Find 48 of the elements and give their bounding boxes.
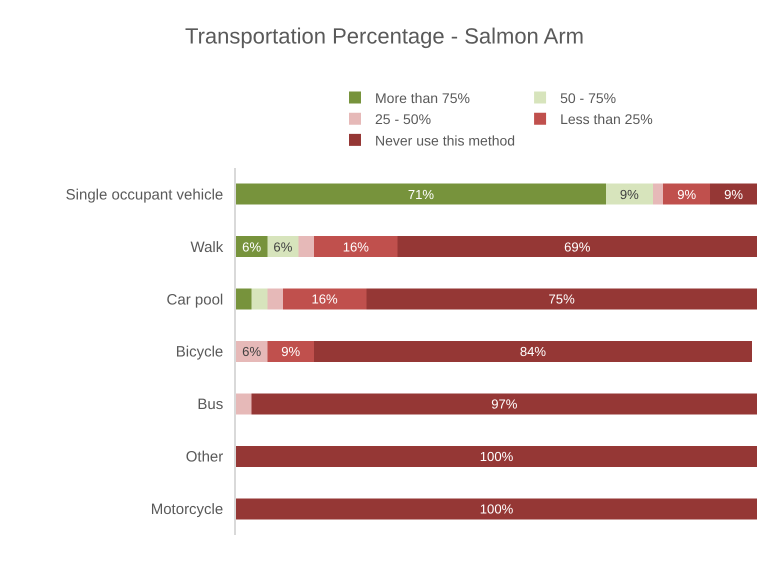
legend-label: Less than 25%: [560, 111, 653, 128]
data-label: 69%: [564, 239, 591, 254]
legend-label: More than 75%: [375, 90, 470, 106]
data-label: 75%: [548, 292, 576, 307]
bar: [314, 340, 752, 362]
data-label: 16%: [342, 239, 370, 254]
y-tick-label: Bus: [197, 396, 224, 414]
data-label: 100%: [480, 501, 514, 516]
data-label: 9%: [724, 186, 744, 202]
data-label: 16%: [311, 292, 338, 307]
bar: [236, 498, 757, 520]
bar: [366, 288, 757, 310]
data-label: 97%: [491, 396, 518, 412]
bar: [267, 340, 314, 362]
bar: [236, 446, 757, 467]
bar: [398, 236, 757, 258]
data-label: 84%: [520, 344, 546, 360]
y-tick-label: Single occupant vehicle: [66, 186, 224, 204]
y-tick-label: Car pool: [166, 291, 224, 308]
y-tick-label: Other: [186, 448, 224, 466]
bar: [710, 184, 757, 205]
data-label: 100%: [480, 449, 514, 464]
bar: [236, 184, 606, 205]
bar: [298, 236, 314, 258]
legend-label: Never use this method: [375, 132, 516, 148]
bar: [236, 393, 252, 414]
bar: [606, 184, 653, 205]
y-tick-label: Motorcycle: [150, 501, 224, 518]
bar: [663, 184, 710, 205]
data-label: 9%: [677, 186, 696, 202]
y-tick-label: Bicycle: [176, 344, 224, 361]
data-label: 9%: [620, 186, 640, 202]
data-label: 9%: [281, 344, 301, 360]
y-tick-label: Walk: [190, 238, 224, 256]
data-label: 71%: [408, 186, 434, 202]
bar: [652, 184, 664, 205]
bar: [252, 288, 268, 310]
bar: [267, 288, 283, 310]
legend-label: 50 - 75%: [560, 90, 616, 106]
data-label: 6%: [242, 344, 262, 360]
chart-title: Transportation Percentage - Salmon Arm: [184, 24, 584, 49]
bar: [236, 288, 252, 310]
data-label: 6%: [273, 239, 293, 254]
legend-label: 25 - 50%: [375, 111, 432, 128]
bar: [252, 393, 757, 414]
bar: [314, 236, 398, 258]
bar: [282, 288, 366, 310]
data-label: 6%: [242, 239, 262, 254]
